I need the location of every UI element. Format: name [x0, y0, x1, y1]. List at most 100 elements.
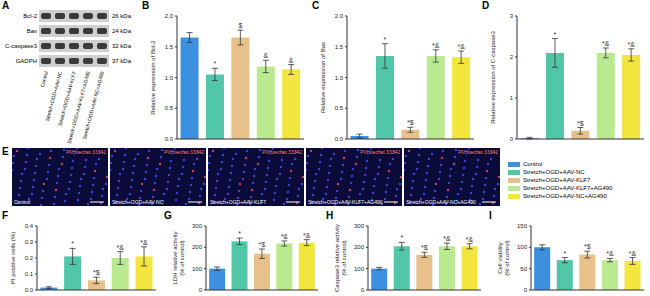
svg-text:1.0: 1.0 [165, 75, 174, 81]
svg-text:*: * [400, 234, 403, 241]
svg-text:*: * [554, 31, 557, 38]
svg-text:*$: *$ [259, 241, 266, 248]
svg-text:150: 150 [517, 223, 528, 229]
html-text:Stretch+OGD+AAV-NC+AG490: Stretch+OGD+AAV-NC+AG490 [406, 199, 476, 205]
svg-text:0.1: 0.1 [25, 271, 34, 277]
svg-text:PI positive cells (%): PI positive cells (%) [10, 232, 16, 284]
svg-text:*$: *$ [421, 244, 428, 251]
svg-text:Bcl-2: Bcl-2 [23, 13, 37, 19]
svg-text:Relative expression of Bax: Relative expression of Bax [320, 42, 326, 113]
svg-text:0.0: 0.0 [25, 287, 34, 293]
svg-text:0: 0 [524, 287, 528, 293]
svg-text:*$: *$ [93, 269, 100, 276]
html-text:PI/Hoechst 33342: PI/Hoechst 33342 [360, 149, 400, 155]
svg-text:Control: Control [39, 71, 49, 88]
svg-text:*: * [238, 230, 241, 237]
svg-text:1.5: 1.5 [165, 44, 174, 50]
svg-text:200: 200 [354, 244, 365, 250]
svg-text:200: 200 [192, 244, 203, 250]
svg-text:26 kDa: 26 kDa [112, 13, 132, 19]
svg-text:&: & [289, 57, 294, 64]
svg-text:*&: *& [281, 233, 289, 240]
svg-text:*$: *$ [584, 243, 591, 250]
svg-text:0.2: 0.2 [25, 255, 34, 261]
svg-text:$: $ [238, 22, 242, 29]
svg-text:&: & [263, 52, 268, 59]
svg-text:*: * [563, 250, 566, 257]
svg-text:300: 300 [354, 223, 365, 229]
html-text:Stretch+OGD+AAV-KLF7+AG490: Stretch+OGD+AAV-KLF7+AG490 [308, 199, 383, 205]
html-text:D: D [482, 0, 490, 11]
html-text:G: G [164, 210, 172, 221]
svg-text:*: * [384, 36, 387, 43]
svg-text:Stretch+OGD+AAV-NC+AG490: Stretch+OGD+AAV-NC+AG490 [81, 71, 105, 140]
svg-text:Relative expression of Bcl-2: Relative expression of Bcl-2 [150, 40, 156, 115]
svg-text:*&: *& [466, 236, 474, 243]
svg-text:Stretch+OGD+AAV-NC: Stretch+OGD+AAV-NC [43, 70, 63, 122]
svg-text:*&: *& [443, 235, 451, 242]
svg-text:0.5: 0.5 [335, 105, 344, 111]
svg-text:0.0: 0.0 [165, 136, 174, 142]
html-text:PI/Hoechst 33342: PI/Hoechst 33342 [262, 149, 302, 155]
html-text:Stretch+OGD+AAV-KLF7: Stretch+OGD+AAV-KLF7 [210, 199, 266, 205]
svg-text:3: 3 [510, 13, 514, 19]
svg-text:*&: *& [606, 250, 614, 257]
svg-text:*&: *& [627, 41, 635, 48]
html-text:F: F [2, 210, 9, 221]
svg-text:*: * [214, 60, 217, 67]
svg-text:Cell viability(% of control): Cell viability(% of control) [497, 240, 510, 276]
svg-text:*&: *& [303, 232, 311, 239]
svg-text:0.5: 0.5 [165, 105, 174, 111]
svg-text:0.4: 0.4 [25, 223, 34, 229]
svg-text:A: A [8, 0, 9, 11]
svg-text:1.0: 1.0 [335, 75, 344, 81]
svg-text:*$: *$ [577, 120, 584, 127]
html-text:Stretch+OGD+AAV-NC: Stretch+OGD+AAV-NC [523, 169, 585, 175]
html-text:H: H [326, 210, 334, 221]
svg-text:Stretch+OGD+AAV-KLF7+AG490: Stretch+OGD+AAV-KLF7+AG490 [65, 70, 91, 145]
svg-text:0: 0 [361, 287, 365, 293]
svg-text:50: 50 [520, 266, 527, 272]
html-text:E: E [2, 146, 9, 157]
html-text:Control: Control [523, 161, 543, 167]
svg-text:100: 100 [192, 266, 203, 272]
svg-text:*&: *& [629, 250, 637, 257]
svg-text:1.5: 1.5 [335, 44, 344, 50]
svg-text:100: 100 [354, 266, 365, 272]
svg-text:*&: *& [140, 239, 148, 246]
html-text:Control: Control [14, 199, 31, 205]
svg-text:Stretch+OGD+AAV-KLF7: Stretch+OGD+AAV-KLF7 [56, 70, 77, 127]
svg-text:LDH relative activity(% of con: LDH relative activity(% of control) [172, 231, 185, 284]
svg-text:GADPH: GADPH [16, 58, 37, 64]
svg-text:100: 100 [517, 244, 528, 250]
svg-text:0.3: 0.3 [25, 239, 34, 245]
svg-text:37 kDa: 37 kDa [112, 58, 132, 64]
svg-text:C-caspase3: C-caspase3 [8, 43, 38, 49]
svg-text:24 kDa: 24 kDa [112, 28, 132, 34]
svg-text:2.0: 2.0 [165, 13, 174, 19]
svg-text:*: * [71, 240, 74, 247]
svg-text:0: 0 [510, 136, 514, 142]
svg-text:*$: *$ [407, 119, 414, 126]
html-text:PI/Hoechst 33342: PI/Hoechst 33342 [458, 149, 498, 155]
svg-text:*&: *& [117, 244, 125, 251]
html-text:Stretch+OGD+AAV-NC: Stretch+OGD+AAV-NC [112, 199, 164, 205]
svg-text:300: 300 [192, 223, 203, 229]
html-text:Stretch+OGD+AAV-KLF7: Stretch+OGD+AAV-KLF7 [523, 177, 591, 183]
html-text:PI/Hoechst 33342: PI/Hoechst 33342 [66, 149, 106, 155]
svg-text:2: 2 [510, 54, 514, 60]
svg-text:*&: *& [457, 43, 465, 50]
svg-text:*&: *& [432, 42, 440, 49]
html-text:PI/Hoechst 33342: PI/Hoechst 33342 [164, 149, 204, 155]
html-text:B: B [142, 0, 150, 11]
svg-text:Caspase3 relative activity(% o: Caspase3 relative activity(% of control) [334, 224, 347, 292]
svg-text:2.0: 2.0 [335, 13, 344, 19]
svg-text:1: 1 [510, 95, 514, 101]
svg-text:32 kDa: 32 kDa [112, 43, 132, 49]
svg-text:Bax: Bax [27, 28, 37, 34]
html-text:C: C [312, 0, 320, 11]
svg-text:0.0: 0.0 [335, 136, 344, 142]
svg-text:0: 0 [199, 287, 203, 293]
svg-text:*&: *& [602, 40, 610, 47]
svg-text:Relative expression of C-caspa: Relative expression of C-caspase3 [490, 30, 496, 123]
